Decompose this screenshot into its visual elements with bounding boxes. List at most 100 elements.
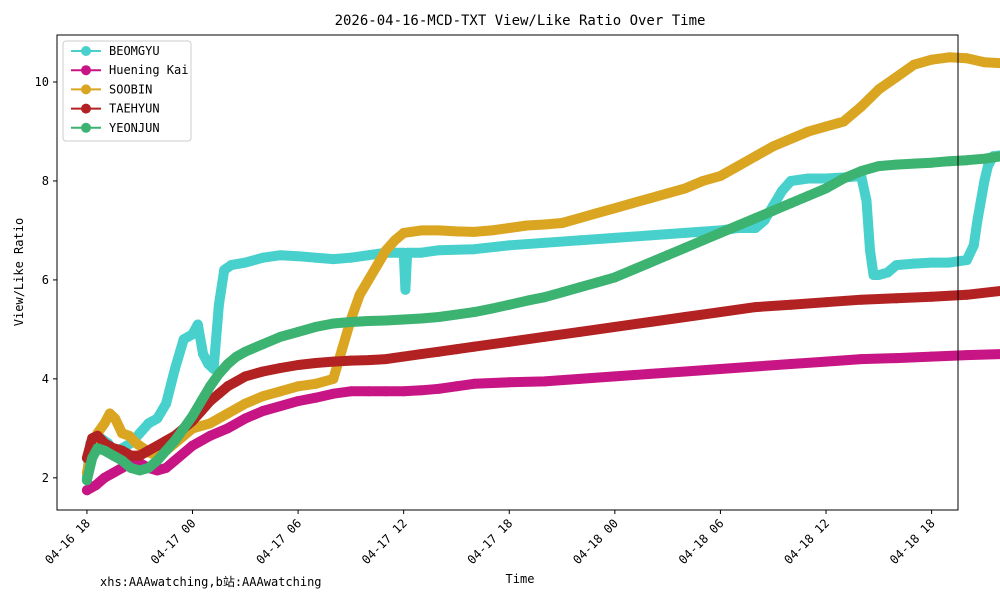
- x-axis-label: Time: [506, 572, 535, 586]
- data-point: [645, 193, 655, 204]
- data-point: [161, 445, 172, 456]
- data-point: [557, 287, 568, 298]
- data-point: [574, 326, 585, 337]
- data-point: [398, 386, 409, 397]
- data-point: [433, 312, 444, 322]
- data-point: [861, 195, 872, 206]
- x-tick-label: 04-17 06: [253, 516, 304, 567]
- data-point: [196, 396, 207, 407]
- data-point: [504, 299, 515, 310]
- data-point: [645, 317, 655, 327]
- data-point: [997, 151, 1000, 161]
- data-point: [592, 208, 603, 219]
- data-point: [882, 267, 893, 278]
- data-point: [240, 413, 251, 424]
- data-point: [909, 258, 919, 269]
- data-point: [680, 242, 691, 253]
- data-point: [609, 203, 620, 214]
- data-point: [680, 366, 691, 377]
- data-point: [838, 173, 849, 184]
- data-point: [416, 349, 427, 360]
- data-point: [345, 386, 356, 397]
- data-point: [125, 450, 136, 461]
- data-point: [645, 230, 655, 241]
- data-point: [161, 398, 172, 409]
- data-point: [697, 235, 708, 246]
- data-point: [152, 455, 163, 466]
- data-point: [768, 141, 779, 152]
- series-yeonjun: [81, 151, 1000, 486]
- data-point: [539, 331, 550, 342]
- data-point: [821, 183, 831, 194]
- data-point: [469, 378, 480, 389]
- data-point: [733, 161, 743, 172]
- data-point: [715, 364, 726, 374]
- legend-label: TAEHYUN: [109, 102, 160, 116]
- data-point: [192, 319, 203, 330]
- data-point: [926, 157, 937, 168]
- data-point: [389, 235, 400, 246]
- data-point: [680, 183, 691, 194]
- data-point: [961, 350, 972, 361]
- data-point: [961, 53, 972, 64]
- legend-swatch-marker: [81, 65, 91, 76]
- data-point: [108, 467, 119, 478]
- data-point: [381, 354, 392, 365]
- data-point: [275, 386, 286, 397]
- data-point: [363, 274, 374, 285]
- data-point: [293, 251, 304, 262]
- data-point: [257, 339, 268, 350]
- data-point: [486, 225, 497, 236]
- data-point: [873, 84, 884, 95]
- legend-swatch-marker: [81, 46, 91, 56]
- data-point: [715, 307, 726, 318]
- data-point: [979, 153, 990, 164]
- data-point: [275, 331, 286, 342]
- data-point: [310, 358, 321, 368]
- data-point: [891, 72, 902, 83]
- data-point: [416, 225, 427, 236]
- data-point: [574, 213, 585, 224]
- data-point: [99, 418, 110, 429]
- data-point: [381, 315, 392, 326]
- x-tick-label: 04-17 18: [465, 516, 516, 567]
- data-point: [117, 445, 128, 456]
- x-tick-label: 04-18 00: [570, 516, 621, 567]
- data-point: [345, 252, 356, 263]
- data-point: [81, 485, 92, 496]
- data-point: [909, 158, 919, 169]
- data-point: [337, 344, 348, 355]
- data-point: [226, 260, 237, 271]
- data-point: [662, 188, 673, 199]
- data-point: [178, 334, 189, 345]
- data-point: [856, 354, 867, 365]
- data-point: [821, 297, 831, 308]
- data-point: [521, 220, 532, 231]
- data-point: [715, 171, 726, 181]
- data-point: [152, 413, 163, 424]
- data-point: [469, 226, 480, 237]
- data-point: [381, 386, 392, 397]
- data-point: [944, 52, 955, 63]
- data-point: [110, 413, 121, 424]
- data-point: [645, 368, 655, 379]
- data-point: [240, 346, 251, 357]
- y-axis-label: View/Like Ratio: [12, 218, 26, 326]
- data-point: [205, 381, 216, 392]
- data-point: [750, 151, 761, 162]
- data-point: [926, 257, 937, 268]
- data-point: [222, 423, 233, 434]
- data-point: [222, 381, 233, 392]
- data-point: [504, 377, 515, 388]
- data-point: [87, 453, 98, 463]
- data-point: [821, 121, 831, 132]
- data-point: [821, 173, 831, 184]
- data-point: [143, 462, 154, 473]
- data-point: [979, 176, 990, 186]
- y-tick-label: 10: [35, 75, 49, 89]
- data-point: [187, 440, 198, 451]
- data-point: [777, 185, 787, 196]
- data-point: [222, 408, 233, 419]
- data-point: [997, 58, 1000, 68]
- data-point: [451, 226, 462, 237]
